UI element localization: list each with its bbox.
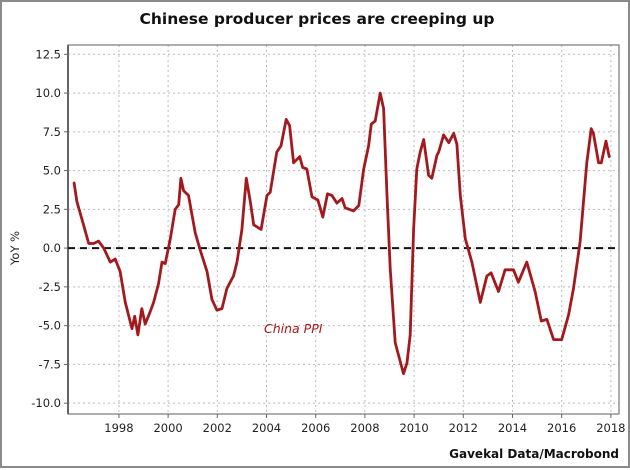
y-tick-label: -5.0 bbox=[39, 319, 61, 333]
x-tick-label: 2002 bbox=[203, 421, 232, 435]
y-tick-label: 12.5 bbox=[35, 47, 61, 61]
y-tick-label: 0.0 bbox=[43, 241, 61, 255]
source-note: Gavekal Data/Macrobond bbox=[449, 447, 619, 461]
y-axis-label: YoY % bbox=[8, 231, 22, 266]
y-tick-label: 7.5 bbox=[43, 125, 61, 139]
y-tick-label: -7.5 bbox=[39, 357, 61, 371]
y-tick-label: 5.0 bbox=[43, 164, 61, 178]
x-tick-label: 2014 bbox=[498, 421, 527, 435]
x-tick-label: 2018 bbox=[596, 421, 625, 435]
plot-area-border bbox=[68, 45, 619, 414]
y-tick-label: 10.0 bbox=[35, 86, 61, 100]
x-tick-label: 1998 bbox=[104, 421, 133, 435]
x-tick-label: 2008 bbox=[350, 421, 379, 435]
x-tick-label: 2006 bbox=[301, 421, 330, 435]
y-tick-label: -2.5 bbox=[39, 280, 61, 294]
series-label-china-ppi: China PPI bbox=[264, 321, 323, 336]
y-axis-ticks: 12.5 10.0 7.5 5.0 2.5 0.0 -2.5 -5.0 -7.5 -10.0 bbox=[31, 47, 68, 410]
series-line-china-ppi bbox=[74, 93, 609, 374]
series-lines bbox=[74, 93, 609, 374]
y-tick-label: 2.5 bbox=[43, 202, 61, 216]
x-tick-label: 2012 bbox=[449, 421, 478, 435]
x-tick-label: 2016 bbox=[547, 421, 576, 435]
x-tick-label: 2000 bbox=[153, 421, 182, 435]
gridlines bbox=[68, 45, 619, 414]
x-axis-ticks: 1998 2000 2002 2004 2006 2008 2010 2012 2014 2016… bbox=[104, 414, 625, 435]
x-tick-label: 2004 bbox=[252, 421, 281, 435]
chart-title: Chinese producer prices are creeping up bbox=[140, 10, 495, 28]
x-tick-label: 2010 bbox=[399, 421, 428, 435]
y-tick-label: -10.0 bbox=[31, 396, 61, 410]
